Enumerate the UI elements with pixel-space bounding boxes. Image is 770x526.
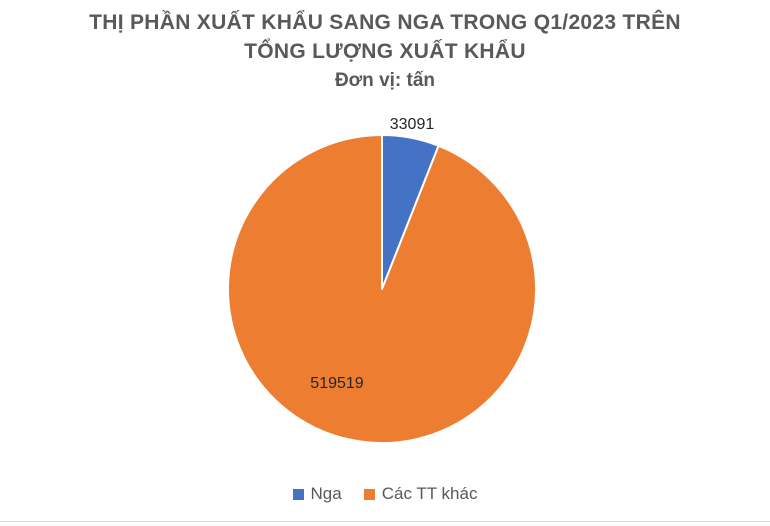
legend-swatch-cac-tt-khac: [363, 488, 375, 500]
chart-title-block: THỊ PHẦN XUẤT KHẨU SANG NGA TRONG Q1/202…: [0, 8, 770, 95]
bottom-divider: [0, 521, 770, 522]
pie-slice-cac-tt-khac: [227, 134, 537, 444]
chart-legend: Nga Các TT khác: [0, 484, 770, 504]
chart-title-line-2: TỔNG LƯỢNG XUẤT KHẨU: [244, 40, 526, 63]
legend-item-cac-tt-khac: Các TT khác: [363, 484, 478, 504]
legend-label-nga: Nga: [310, 484, 342, 503]
chart-subtitle: Đơn vị: tấn: [334, 70, 436, 91]
legend-label-cac-tt-khac: Các TT khác: [381, 484, 478, 503]
chart-title: THỊ PHẦN XUẤT KHẨU SANG NGA TRONG Q1/202…: [89, 11, 681, 34]
legend-item-nga: Nga: [292, 484, 342, 504]
legend-swatch-nga: [292, 488, 304, 500]
data-label-nga: 33091: [390, 116, 435, 133]
data-label-cac-tt-khac: 519519: [310, 375, 363, 392]
